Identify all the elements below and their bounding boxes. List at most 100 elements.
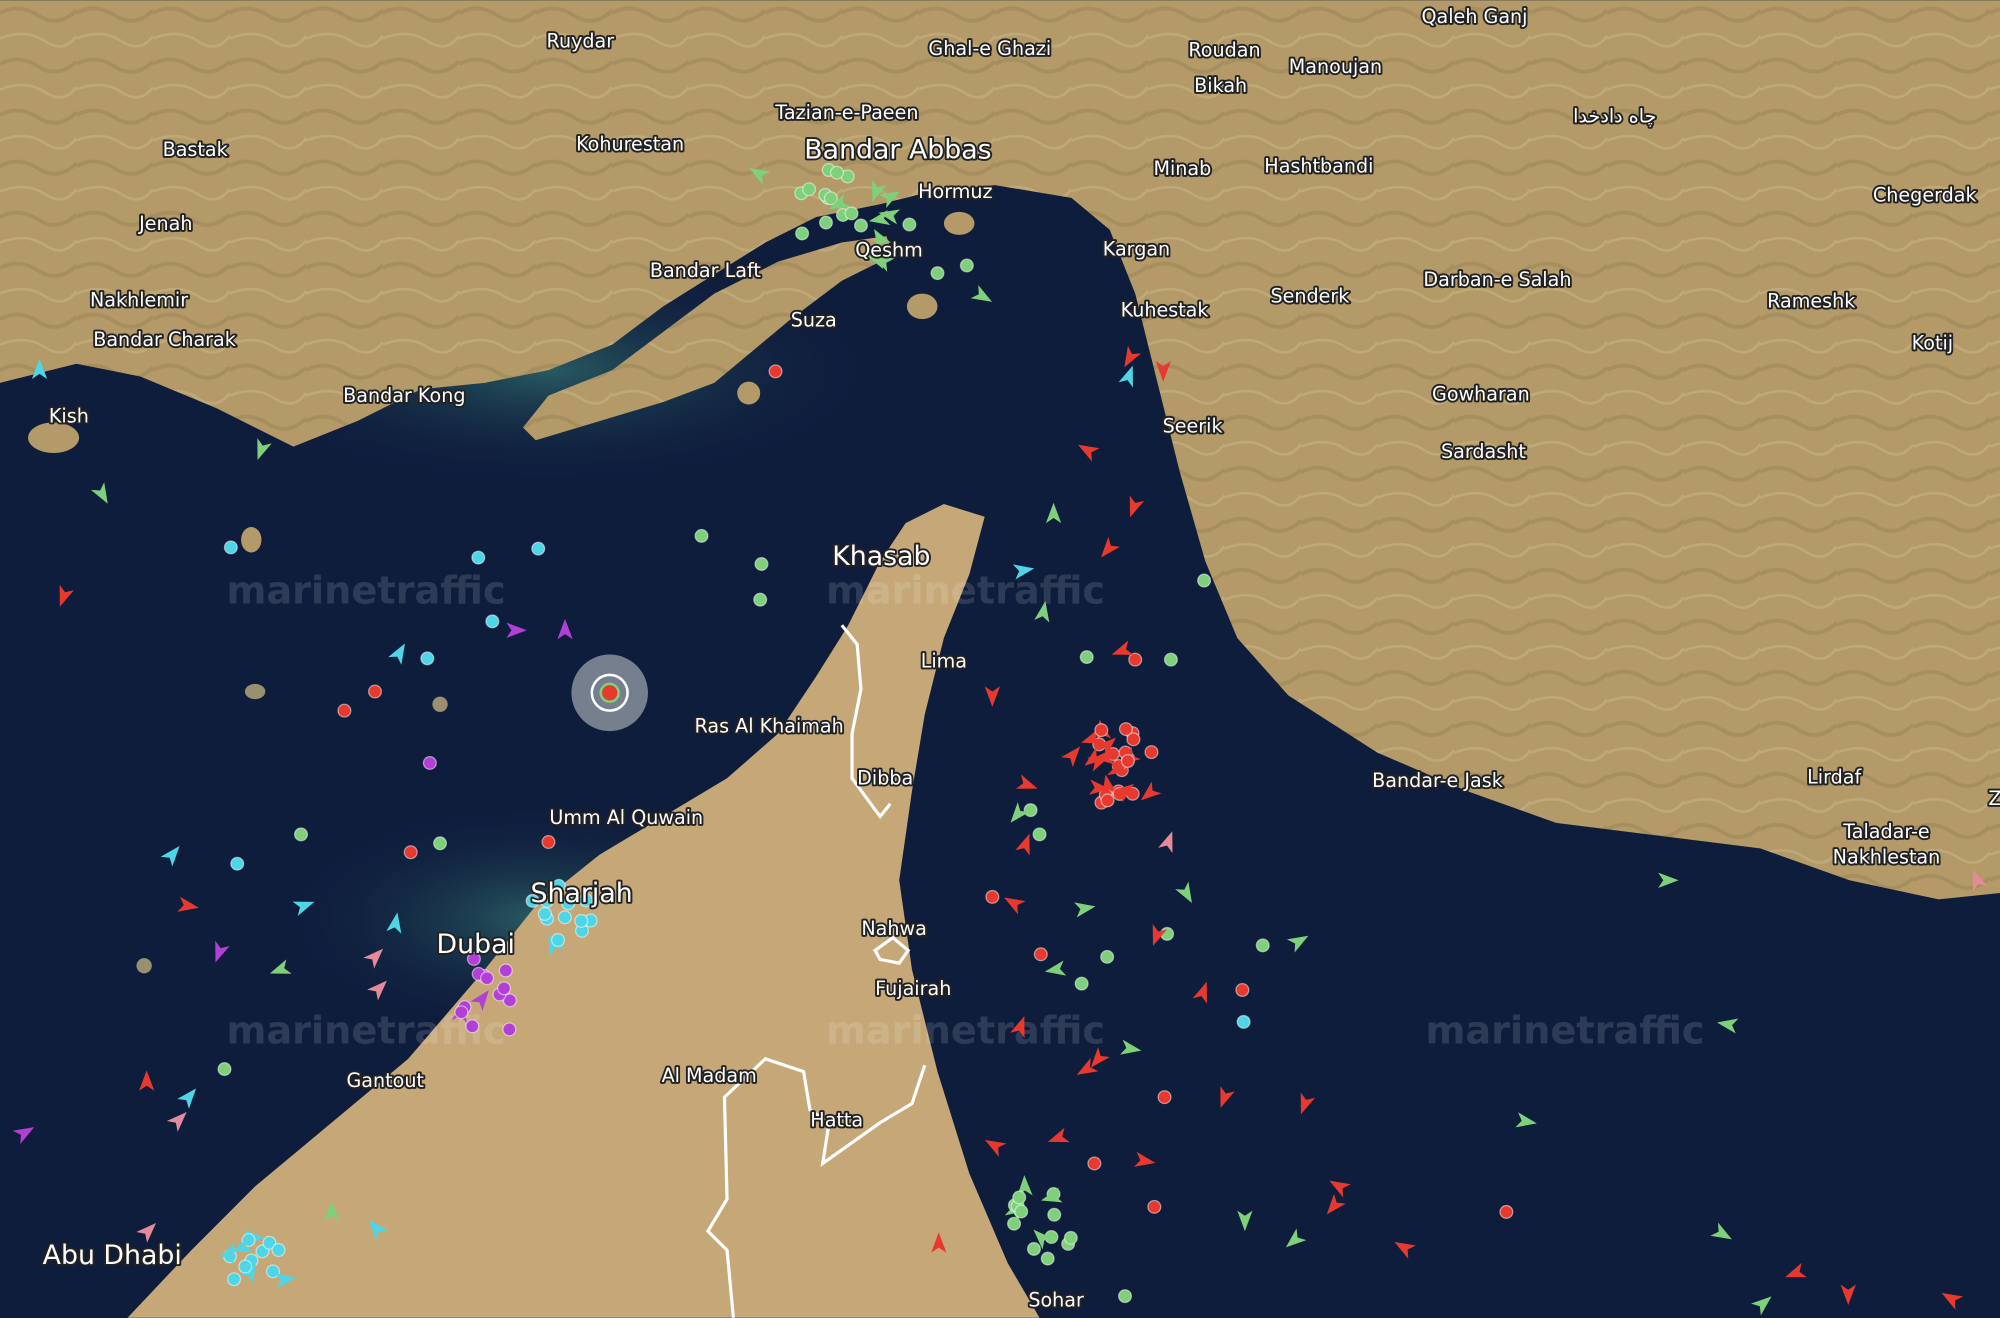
vessel-marker[interactable] <box>262 1235 277 1250</box>
vessel-marker[interactable] <box>823 191 838 206</box>
vessel-marker[interactable] <box>1126 732 1141 747</box>
vessel-marker[interactable] <box>506 622 527 638</box>
vessel-marker[interactable] <box>1039 1187 1063 1208</box>
vessel-marker[interactable] <box>1134 1151 1157 1171</box>
vessel-marker[interactable] <box>1294 1092 1316 1117</box>
vessel-marker[interactable] <box>1128 652 1143 667</box>
vessel-marker[interactable] <box>551 878 566 893</box>
vessel-marker[interactable] <box>136 1218 161 1243</box>
vessel-marker[interactable] <box>166 1107 192 1132</box>
vessel-marker[interactable] <box>1117 1289 1133 1304</box>
vessel-marker[interactable] <box>177 896 200 916</box>
vessel-marker[interactable] <box>902 217 917 232</box>
vessel-marker[interactable] <box>502 993 517 1008</box>
vessel-marker[interactable] <box>1045 502 1062 524</box>
vessel-marker[interactable] <box>1840 1284 1856 1306</box>
vessel-marker[interactable] <box>1710 1222 1735 1246</box>
vessel-marker[interactable] <box>574 913 589 928</box>
vessel-marker[interactable] <box>984 686 1000 707</box>
vessel-marker[interactable] <box>753 592 768 607</box>
vessel-marker[interactable] <box>1938 1286 1964 1310</box>
vessel-marker[interactable] <box>265 1264 280 1279</box>
vessel-marker[interactable] <box>1092 749 1114 766</box>
vessel-marker[interactable] <box>868 225 892 251</box>
vessel-marker[interactable] <box>1034 600 1053 623</box>
vessel-marker[interactable] <box>480 971 495 986</box>
vessel-marker[interactable] <box>1017 1175 1033 1196</box>
vessel-marker[interactable] <box>1197 573 1212 588</box>
vessel-marker[interactable] <box>1286 929 1312 953</box>
vessel-marker[interactable] <box>1063 1230 1078 1245</box>
vessel-marker[interactable] <box>292 895 317 917</box>
vessel-marker[interactable] <box>541 835 556 850</box>
vessel-marker[interactable] <box>177 1083 202 1109</box>
vessel-marker[interactable] <box>1100 949 1115 964</box>
vessel-marker[interactable] <box>223 540 238 555</box>
vessel-marker[interactable] <box>238 1259 253 1274</box>
vessel-marker[interactable] <box>865 179 887 204</box>
vessel-marker[interactable] <box>818 215 833 230</box>
vessel-marker[interactable] <box>694 528 709 543</box>
vessel-marker[interactable] <box>267 959 292 980</box>
vessel-marker[interactable] <box>208 940 230 965</box>
vessel-marker[interactable] <box>869 249 895 272</box>
vessel-marker[interactable] <box>1061 742 1086 768</box>
vessel-marker[interactable] <box>1658 872 1679 888</box>
vessel-marker[interactable] <box>1499 1204 1514 1219</box>
vessel-marker[interactable] <box>537 906 552 921</box>
vessel-marker[interactable] <box>868 210 891 229</box>
vessel-marker[interactable] <box>294 827 309 842</box>
vessel-marker[interactable] <box>1236 1014 1251 1029</box>
vessel-marker[interactable] <box>1088 779 1111 797</box>
vessel-marker[interactable] <box>930 266 945 281</box>
vessel-marker[interactable] <box>1028 1224 1054 1250</box>
vessel-marker[interactable] <box>1120 753 1135 769</box>
vessel-marker[interactable] <box>802 182 817 197</box>
vessel-marker[interactable] <box>768 364 783 379</box>
vessel-marker[interactable] <box>1391 1235 1416 1259</box>
vessel-marker[interactable] <box>1026 1241 1041 1256</box>
vessel-marker[interactable] <box>502 1022 517 1037</box>
vessel-marker[interactable] <box>367 684 383 699</box>
vessel-marker[interactable] <box>1079 728 1104 750</box>
selected-vessel[interactable] <box>571 654 648 732</box>
vessel-marker[interactable] <box>230 856 245 871</box>
vessel-marker[interactable] <box>557 618 573 640</box>
vessel-marker[interactable] <box>466 951 481 966</box>
vessel-marker[interactable] <box>959 258 974 273</box>
vessel-marker[interactable] <box>388 639 411 665</box>
vessel-marker[interactable] <box>1007 1216 1022 1231</box>
vessel-marker[interactable] <box>829 165 845 180</box>
vessel-marker[interactable] <box>90 482 114 507</box>
vessel-marker[interactable] <box>1012 561 1036 580</box>
vessel-marker[interactable] <box>1119 1039 1143 1059</box>
vessel-marker[interactable] <box>1750 1291 1776 1316</box>
vessel-marker[interactable] <box>160 841 186 867</box>
vessel-marker[interactable] <box>1005 802 1030 827</box>
vessel-marker[interactable] <box>1074 899 1097 918</box>
vessel-marker[interactable] <box>1014 1204 1029 1219</box>
vessel-marker[interactable] <box>1783 1262 1807 1284</box>
vessel-marker[interactable] <box>496 981 512 996</box>
vessel-marker[interactable] <box>485 614 500 629</box>
vessel-marker[interactable] <box>1074 438 1100 462</box>
vessel-marker[interactable] <box>271 1242 286 1258</box>
vessel-marker[interactable] <box>422 755 437 770</box>
vessel-marker[interactable] <box>981 1133 1007 1157</box>
vessel-marker[interactable] <box>227 1272 242 1287</box>
vessel-marker[interactable] <box>531 541 546 556</box>
vessel-marker[interactable] <box>745 161 771 185</box>
vessel-marker[interactable] <box>1074 976 1089 991</box>
vessel-marker[interactable] <box>1000 891 1026 915</box>
vessel-marker[interactable] <box>1163 652 1178 667</box>
vessel-marker[interactable] <box>1113 778 1139 803</box>
vessel-marker[interactable] <box>1094 723 1109 738</box>
vessel-marker[interactable] <box>1192 979 1214 1004</box>
vessel-marker[interactable] <box>1255 938 1270 953</box>
vessel-marker[interactable] <box>274 1270 297 1289</box>
vessel-marker[interactable] <box>470 985 495 1011</box>
vessel-marker[interactable] <box>498 963 513 978</box>
vessel-marker[interactable] <box>1015 774 1040 795</box>
vessel-marker[interactable] <box>139 1070 155 1091</box>
vessel-marker[interactable] <box>985 889 1000 904</box>
